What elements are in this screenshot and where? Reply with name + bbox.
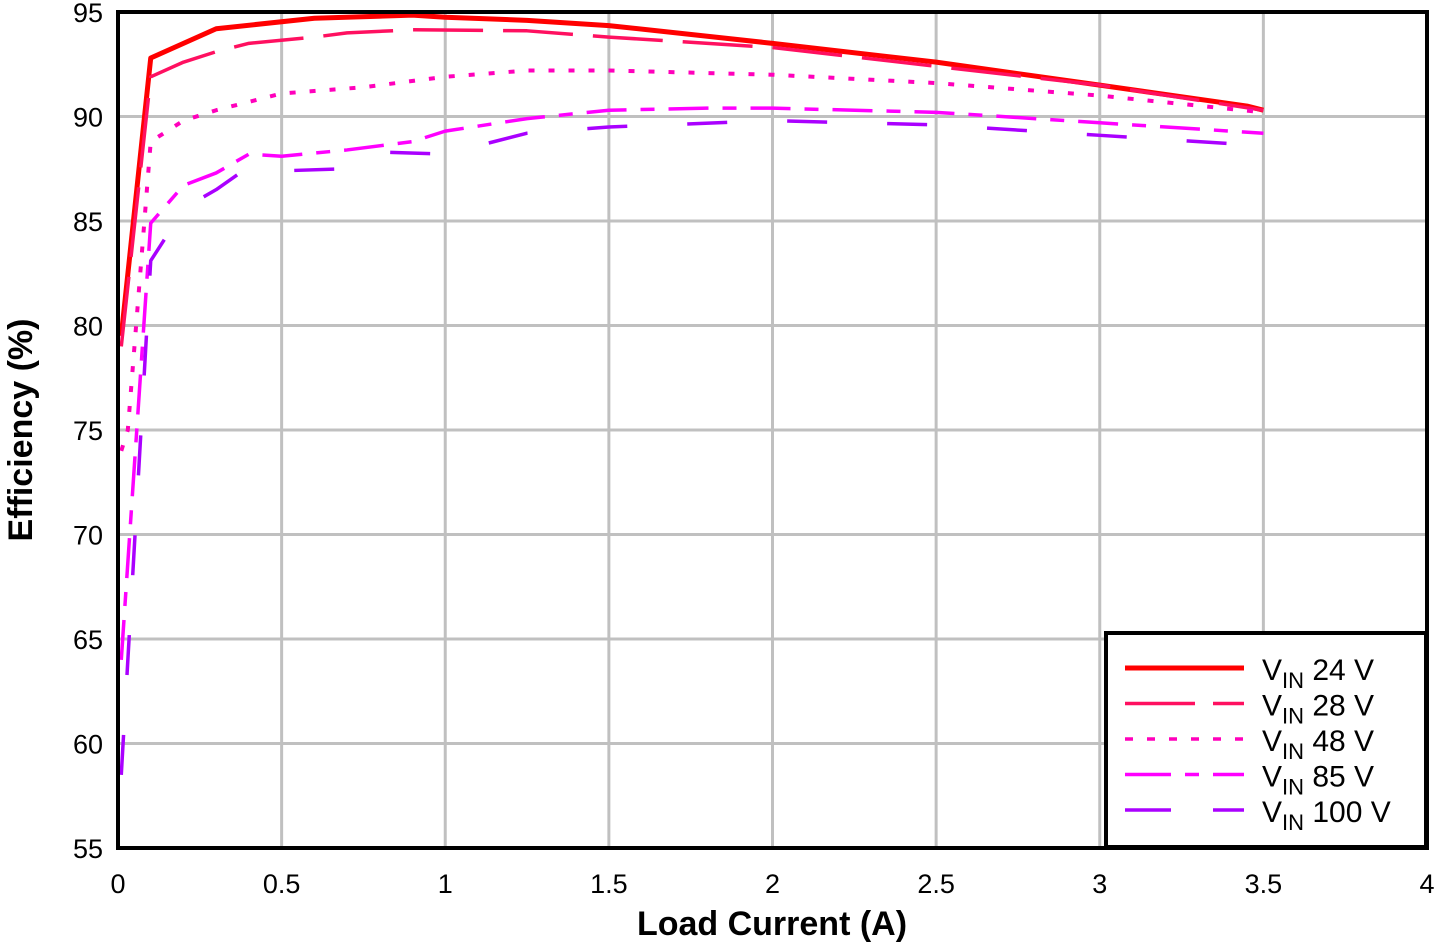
legend-label-main: V xyxy=(1262,796,1282,829)
y-tick-label: 90 xyxy=(73,103,103,133)
x-tick-label: 3 xyxy=(1092,869,1107,899)
series-line xyxy=(119,106,1264,661)
legend-label-rest: 48 V xyxy=(1304,725,1374,758)
y-tick-label: 60 xyxy=(73,730,103,760)
series-line xyxy=(119,68,1264,452)
series-line xyxy=(118,12,1264,337)
legend-label-sub: IN xyxy=(1282,810,1304,835)
legend-label: VIN 28 V xyxy=(1262,690,1374,729)
y-tick-label: 95 xyxy=(73,0,103,28)
series-line xyxy=(119,118,1264,775)
y-tick-labels: 55 60 65 70 75 80 85 90 95 xyxy=(73,0,103,864)
x-tick-label: 0 xyxy=(110,869,125,899)
plot-frame xyxy=(116,10,1429,850)
y-tick-label: 65 xyxy=(73,625,103,655)
x-tick-label: 2 xyxy=(765,869,780,899)
x-tick-label: 1.5 xyxy=(590,869,628,899)
legend-label: VIN 24 V xyxy=(1262,654,1374,693)
legend-label-rest: 24 V xyxy=(1304,654,1374,687)
x-tick-labels: 0 0.5 1 1.5 2 2.5 3 3.5 4 xyxy=(110,869,1434,899)
legend-label-sub: IN xyxy=(1282,704,1304,729)
legend-label: VIN 48 V xyxy=(1262,725,1374,764)
series-lines xyxy=(118,12,1264,775)
series-line xyxy=(119,28,1264,347)
x-tick-label: 3.5 xyxy=(1245,869,1283,899)
legend-label-sub: IN xyxy=(1282,775,1304,800)
x-axis-label: Load Current (A) xyxy=(637,905,907,943)
legend-label-rest: 100 V xyxy=(1304,796,1391,829)
x-tick-label: 1 xyxy=(438,869,453,899)
legend-label-sub: IN xyxy=(1282,739,1304,764)
legend-label-main: V xyxy=(1262,690,1282,723)
legend-label-rest: 28 V xyxy=(1304,690,1374,723)
legend-label: VIN 85 V xyxy=(1262,761,1374,800)
y-tick-label: 80 xyxy=(73,312,103,342)
y-tick-label: 75 xyxy=(73,416,103,446)
y-axis-label: Efficiency (%) xyxy=(2,319,40,542)
legend-label-rest: 85 V xyxy=(1304,761,1374,794)
y-tick-label: 70 xyxy=(73,521,103,551)
legend-label-main: V xyxy=(1262,761,1282,794)
y-tick-label: 85 xyxy=(73,207,103,237)
legend-label: VIN 100 V xyxy=(1262,796,1391,835)
legend-label-main: V xyxy=(1262,725,1282,758)
x-tick-label: 4 xyxy=(1419,869,1434,899)
x-tick-label: 0.5 xyxy=(263,869,301,899)
legend-label-sub: IN xyxy=(1282,668,1304,693)
x-tick-label: 2.5 xyxy=(917,869,955,899)
legend-label-main: V xyxy=(1262,654,1282,687)
y-tick-label: 55 xyxy=(73,834,103,864)
